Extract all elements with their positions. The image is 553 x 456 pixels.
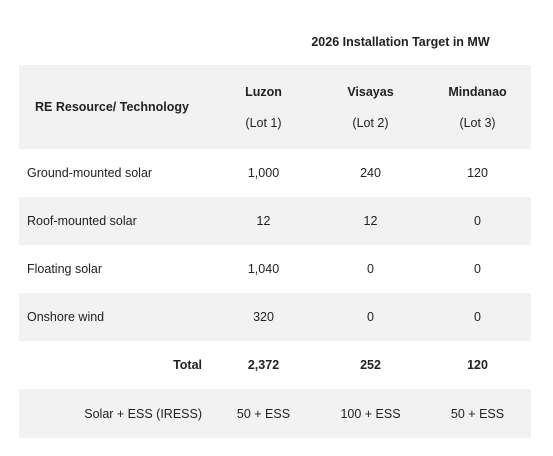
visayas-value: 0 — [317, 293, 424, 341]
table-row: Ground-mounted solar 1,000 240 120 — [19, 149, 532, 197]
luzon-value: 1,040 — [210, 245, 317, 293]
table-row: Floating solar 1,040 0 0 — [19, 245, 532, 293]
region-header-visayas: Visayas (Lot 2) — [317, 65, 424, 149]
table-row: Onshore wind 320 0 0 — [19, 293, 532, 341]
technology-name: Ground-mounted solar — [19, 149, 210, 197]
region-lot: (Lot 3) — [459, 115, 496, 130]
iress-label: Solar + ESS (IRESS) — [19, 389, 210, 438]
total-label: Total — [19, 341, 210, 389]
installation-target-title: 2026 Installation Target in MW — [210, 19, 532, 65]
mindanao-total: 120 — [424, 341, 532, 389]
mindanao-value: 0 — [424, 197, 532, 245]
region-lot: (Lot 1) — [245, 115, 282, 130]
mindanao-value: 0 — [424, 245, 532, 293]
empty-corner-cell — [19, 19, 210, 65]
luzon-total: 2,372 — [210, 341, 317, 389]
mindanao-iress: 50 + ESS — [424, 389, 532, 438]
table-group-header-row: 2026 Installation Target in MW — [19, 19, 532, 65]
visayas-total: 252 — [317, 341, 424, 389]
luzon-value: 1,000 — [210, 149, 317, 197]
table-column-header-row: RE Resource/ Technology Luzon (Lot 1) Vi… — [19, 65, 532, 149]
technology-name: Roof-mounted solar — [19, 197, 210, 245]
visayas-value: 0 — [317, 245, 424, 293]
technology-name: Onshore wind — [19, 293, 210, 341]
mindanao-value: 120 — [424, 149, 532, 197]
visayas-value: 12 — [317, 197, 424, 245]
region-name: Mindanao — [448, 84, 507, 99]
luzon-value: 320 — [210, 293, 317, 341]
region-lot: (Lot 2) — [352, 115, 389, 130]
mindanao-value: 0 — [424, 293, 532, 341]
region-name: Luzon — [245, 84, 282, 99]
visayas-iress: 100 + ESS — [317, 389, 424, 438]
region-name: Visayas — [347, 84, 394, 99]
luzon-iress: 50 + ESS — [210, 389, 317, 438]
installation-target-table: 2026 Installation Target in MW RE Resour… — [19, 19, 532, 438]
technology-name: Floating solar — [19, 245, 210, 293]
luzon-value: 12 — [210, 197, 317, 245]
region-header-mindanao: Mindanao (Lot 3) — [424, 65, 532, 149]
region-header-luzon: Luzon (Lot 1) — [210, 65, 317, 149]
table-row: Roof-mounted solar 12 12 0 — [19, 197, 532, 245]
iress-row: Solar + ESS (IRESS) 50 + ESS 100 + ESS 5… — [19, 389, 532, 438]
resource-technology-header: RE Resource/ Technology — [19, 65, 210, 149]
total-row: Total 2,372 252 120 — [19, 341, 532, 389]
visayas-value: 240 — [317, 149, 424, 197]
